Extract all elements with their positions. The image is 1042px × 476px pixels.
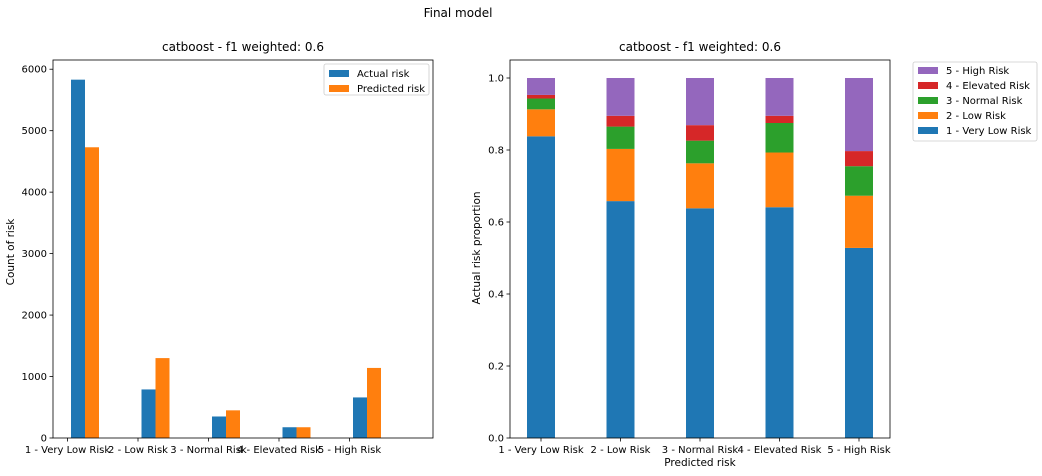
bar-predicted-4 [296,427,311,438]
x-tick-label: 4 - Elevated Risk [237,445,321,456]
x-tick-label: 4 - Elevated Risk [738,445,822,456]
x-tick-label: 2 - Low Risk [108,445,168,456]
bar-actual-4 [282,427,297,438]
stack-segment-5-bar-5 [845,78,873,152]
chart2-legend: 5 - High Risk 4 - Elevated Risk 3 - Normal… [912,61,1038,142]
legend-swatch [329,85,349,92]
stack-segment-4-bar-1 [527,94,555,99]
stack-segment-3-bar-1 [527,98,555,110]
x-tick-label: 1 - Very Low Risk [498,445,584,456]
bar-predicted-1 [85,147,99,438]
y-tick-label: 1.0 [488,74,504,85]
bar-actual-1 [71,79,85,439]
legend-swatch [329,70,349,77]
chart1-title: catboost - f1 weighted: 0.6 [162,40,324,54]
y-tick-label: 6000 [22,65,47,76]
x-tick-label: 3 - Normal Risk [662,445,739,456]
stack-segment-1-bar-1 [527,136,555,438]
legend-label: 5 - High Risk [946,66,1009,77]
legend-swatch [918,127,938,134]
stack-segment-1-bar-4 [765,207,794,438]
y-tick-label: 0.8 [488,146,504,157]
bar-predicted-2 [155,358,170,438]
bar-predicted-3 [226,410,240,438]
stack-segment-4-bar-4 [765,115,794,123]
stack-segment-2-bar-5 [845,195,873,248]
legend-label: 2 - Low Risk [946,111,1006,122]
legend-swatch [918,112,938,119]
stack-segment-1-bar-3 [686,208,714,438]
grouped-bar-chart: catboost - f1 weighted: 0.6 Count of ris… [5,40,434,456]
stack-segment-3-bar-3 [686,140,714,164]
stack-segment-2-bar-3 [686,163,714,209]
bar-actual-3 [212,416,226,438]
chart2-title: catboost - f1 weighted: 0.6 [619,40,781,54]
stack-segment-5-bar-3 [686,78,714,126]
chart2-x-axis-label: Predicted risk [664,457,736,469]
legend-label: 1 - Very Low Risk [946,126,1032,137]
stack-segment-4-bar-3 [686,125,714,141]
y-tick-label: 0 [41,434,47,445]
stack-segment-5-bar-2 [606,78,635,116]
chart2-y-axis-label: Actual risk proportion [471,191,483,304]
legend-swatch [918,82,938,89]
bar-actual-2 [141,389,156,438]
stack-segment-5-bar-1 [527,78,555,95]
y-tick-label: 0.0 [488,434,504,445]
bar-actual-5 [353,397,367,438]
x-tick-label: 5 - High Risk [827,445,890,456]
x-tick-label: 5 - High Risk [318,445,381,456]
stack-segment-2-bar-2 [606,148,635,202]
figure-title: Final model [424,6,493,20]
y-tick-label: 5000 [22,126,47,137]
legend-swatch [918,67,938,74]
stack-segment-2-bar-1 [527,109,555,137]
chart2-plot-frame [509,59,891,439]
y-tick-label: 0.2 [488,362,504,373]
y-tick-label: 4000 [22,188,47,199]
chart1-plot-frame [52,59,434,439]
stack-segment-1-bar-2 [606,201,635,438]
stack-segment-3-bar-5 [845,166,873,196]
stack-segment-4-bar-5 [845,151,873,167]
stack-segment-5-bar-4 [765,78,794,116]
y-tick-label: 0.4 [488,290,504,301]
x-tick-label: 3 - Normal Risk [170,445,247,456]
legend-label: 3 - Normal Risk [946,96,1023,107]
legend-label: Predicted risk [357,84,425,95]
x-tick-label: 1 - Very Low Risk [25,445,111,456]
y-tick-label: 3000 [22,249,47,260]
y-tick-label: 2000 [22,311,47,322]
stack-segment-2-bar-4 [765,152,794,208]
stack-segment-4-bar-2 [606,115,635,127]
y-tick-label: 1000 [22,372,47,383]
stacked-bar-chart: catboost - f1 weighted: 0.6 Actual risk … [471,40,891,469]
legend-label: 4 - Elevated Risk [946,81,1030,92]
stack-segment-3-bar-2 [606,126,635,149]
legend-swatch [918,97,938,104]
bar-predicted-5 [367,367,381,438]
x-tick-label: 2 - Low Risk [591,445,651,456]
stack-segment-3-bar-4 [765,123,794,153]
y-tick-label: 0.6 [488,218,504,229]
chart1-legend: Actual risk Predicted risk [323,63,430,96]
stack-segment-1-bar-5 [845,247,873,438]
legend-label: Actual risk [357,69,410,80]
chart1-y-axis-label: Count of risk [5,218,17,286]
